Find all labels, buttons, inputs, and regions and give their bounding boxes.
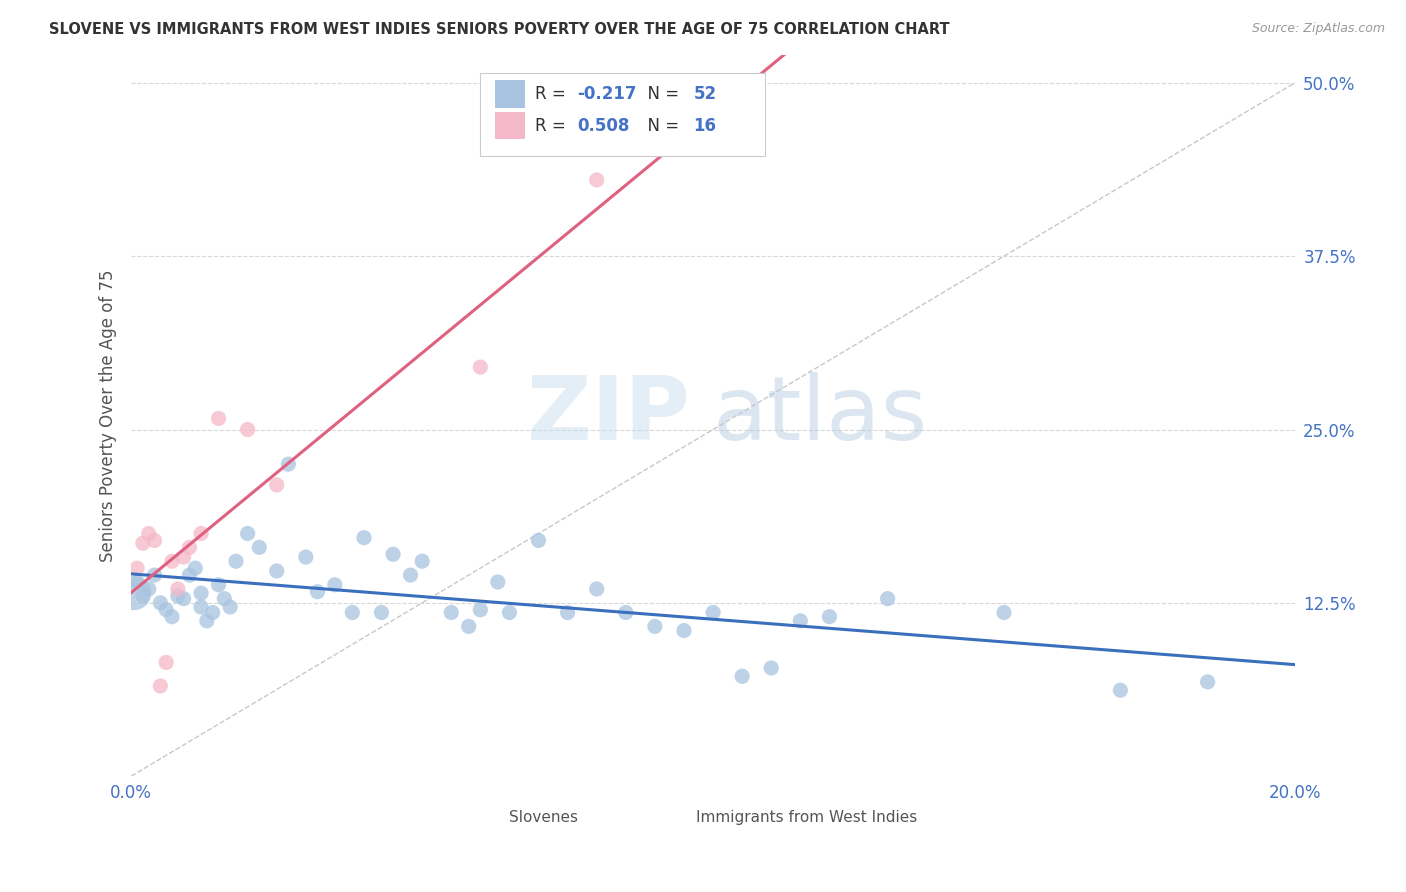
Point: [307, 584, 329, 599]
Point: [166, 589, 188, 603]
Point: [789, 614, 811, 628]
Point: [1197, 674, 1219, 689]
Point: [486, 574, 509, 589]
Point: [247, 541, 270, 555]
Point: [370, 606, 392, 620]
Point: [457, 619, 479, 633]
Point: [876, 591, 898, 606]
Point: [382, 547, 405, 561]
Point: [818, 609, 841, 624]
Point: [143, 533, 166, 548]
Text: N =: N =: [637, 85, 685, 103]
Point: [173, 550, 195, 565]
Point: [214, 591, 236, 606]
Point: [201, 606, 224, 620]
Point: [173, 591, 195, 606]
Point: [132, 589, 155, 603]
Point: [614, 606, 637, 620]
Point: [342, 606, 364, 620]
Point: [527, 533, 550, 548]
Point: [207, 578, 229, 592]
Point: [761, 661, 783, 675]
Point: [470, 603, 492, 617]
Point: [353, 531, 375, 545]
Point: [585, 582, 607, 596]
Point: [125, 574, 148, 589]
Point: [125, 561, 148, 575]
FancyBboxPatch shape: [495, 112, 524, 139]
Point: [155, 603, 177, 617]
Point: [557, 606, 579, 620]
Point: [399, 568, 422, 582]
Text: R =: R =: [536, 117, 571, 135]
Point: [132, 536, 155, 550]
Text: SLOVENE VS IMMIGRANTS FROM WEST INDIES SENIORS POVERTY OVER THE AGE OF 75 CORREL: SLOVENE VS IMMIGRANTS FROM WEST INDIES S…: [49, 22, 950, 37]
FancyBboxPatch shape: [661, 807, 686, 829]
Point: [155, 656, 177, 670]
Point: [266, 564, 288, 578]
Point: [149, 596, 172, 610]
Point: [294, 550, 316, 565]
Point: [190, 526, 212, 541]
Point: [184, 561, 207, 575]
Point: [166, 582, 188, 596]
Text: Slovenes: Slovenes: [509, 811, 578, 825]
Point: [219, 599, 242, 614]
Text: atlas: atlas: [713, 372, 928, 459]
Point: [195, 614, 218, 628]
FancyBboxPatch shape: [481, 73, 765, 156]
Text: 0.508: 0.508: [576, 117, 630, 135]
Text: -0.217: -0.217: [576, 85, 637, 103]
Point: [190, 599, 212, 614]
FancyBboxPatch shape: [474, 807, 501, 829]
Point: [672, 624, 695, 638]
Text: ZIP: ZIP: [527, 372, 690, 459]
Point: [323, 578, 346, 592]
Text: 16: 16: [693, 117, 716, 135]
Text: R =: R =: [536, 85, 571, 103]
Point: [143, 568, 166, 582]
Text: 52: 52: [693, 85, 717, 103]
Point: [236, 423, 259, 437]
Point: [138, 582, 160, 596]
Point: [440, 606, 463, 620]
Text: Source: ZipAtlas.com: Source: ZipAtlas.com: [1251, 22, 1385, 36]
Point: [470, 360, 492, 375]
Point: [644, 619, 666, 633]
Point: [498, 606, 520, 620]
Point: [1109, 683, 1132, 698]
Point: [411, 554, 433, 568]
Point: [138, 526, 160, 541]
Point: [160, 609, 183, 624]
Text: Immigrants from West Indies: Immigrants from West Indies: [696, 811, 917, 825]
Point: [585, 173, 607, 187]
Point: [993, 606, 1015, 620]
FancyBboxPatch shape: [495, 80, 524, 108]
Y-axis label: Seniors Poverty Over the Age of 75: Seniors Poverty Over the Age of 75: [100, 269, 117, 562]
Point: [236, 526, 259, 541]
Point: [266, 478, 288, 492]
Point: [702, 606, 724, 620]
Point: [207, 411, 229, 425]
Text: N =: N =: [637, 117, 685, 135]
Point: [179, 568, 201, 582]
Point: [731, 669, 754, 683]
Point: [179, 541, 201, 555]
Point: [225, 554, 247, 568]
Point: [190, 586, 212, 600]
Point: [149, 679, 172, 693]
Point: [122, 586, 145, 600]
Point: [277, 457, 299, 471]
Point: [160, 554, 183, 568]
